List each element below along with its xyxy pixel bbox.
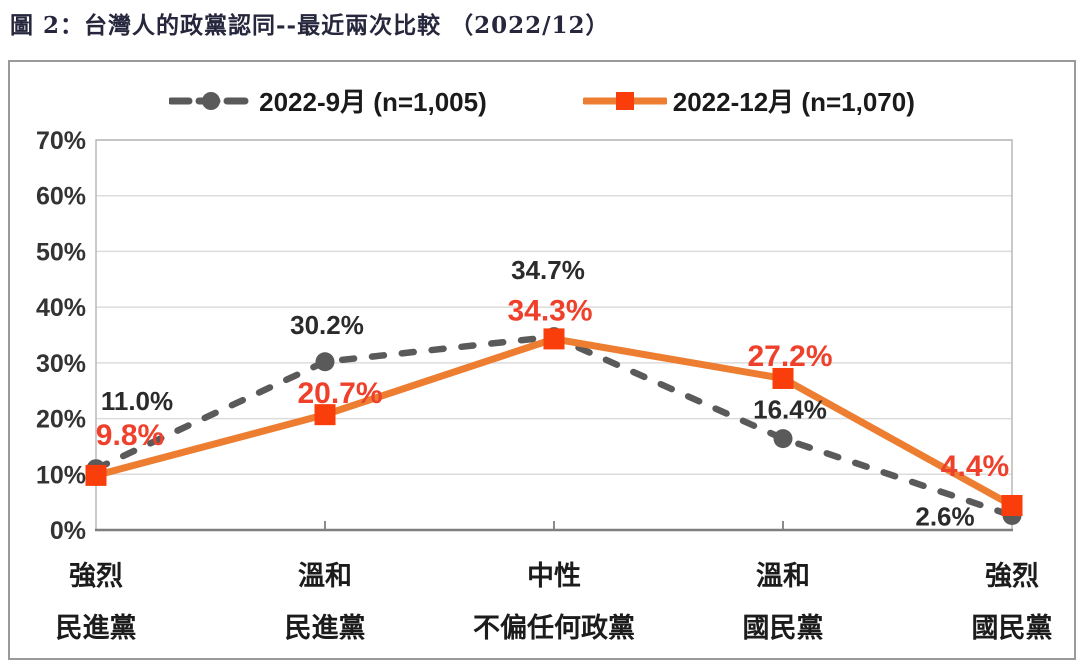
marker-square xyxy=(1001,494,1023,516)
data-label: 30.2% xyxy=(290,310,364,340)
legend-label-2022-09: 2022-9月 (n=1,005) xyxy=(259,87,487,117)
series-line-1 xyxy=(92,335,1016,509)
line-chart: 0% 10% 20% 30% 40% 50% 60% 70% 11.0% 30.2% 34.7% 16… xyxy=(36,127,1053,643)
x-category-label: 民進黨 xyxy=(285,613,366,643)
marker-square xyxy=(543,328,565,350)
marker-circle xyxy=(773,429,793,449)
y-tick-label: 70% xyxy=(36,127,86,155)
data-label: 27.2% xyxy=(747,340,832,373)
x-category-label: 不偏任何政黨 xyxy=(473,613,635,643)
x-category-label: 國民黨 xyxy=(743,613,824,643)
x-category-label: 溫和 xyxy=(756,561,810,591)
data-label: 2.6% xyxy=(915,502,974,532)
y-tick-label: 40% xyxy=(36,294,86,322)
data-label: 34.7% xyxy=(511,255,585,285)
legend-item-2022-12: 2022-12月 (n=1,070) xyxy=(581,82,915,119)
marker-square xyxy=(85,464,107,486)
x-category-label: 強烈 xyxy=(985,561,1039,591)
legend-item-2022-09: 2022-9月 (n=1,005) xyxy=(167,82,487,119)
y-tick-label: 20% xyxy=(36,406,86,434)
data-label: 9.8% xyxy=(96,419,164,452)
legend-marker-2022-12-icon xyxy=(581,89,669,113)
data-label: 34.3% xyxy=(507,294,592,327)
y-tick-label: 0% xyxy=(50,517,86,545)
data-label: 11.0% xyxy=(101,386,173,416)
marker-circle xyxy=(315,352,335,372)
y-tick-label: 10% xyxy=(36,461,86,489)
legend-label-2022-12: 2022-12月 (n=1,070) xyxy=(672,87,915,117)
x-category-label: 民進黨 xyxy=(56,613,137,643)
y-tick-label: 60% xyxy=(36,183,86,211)
y-tick-label: 30% xyxy=(36,350,86,378)
y-tick-label: 50% xyxy=(36,238,86,266)
data-label: 16.4% xyxy=(753,395,827,425)
data-label: 4.4% xyxy=(941,450,1009,483)
marker-square xyxy=(314,404,336,426)
marker-square xyxy=(772,367,794,389)
x-category-label: 強烈 xyxy=(69,561,123,591)
x-category-label: 國民黨 xyxy=(972,613,1053,643)
x-category-label: 溫和 xyxy=(298,561,352,591)
x-category-label: 中性 xyxy=(527,561,581,591)
figure-title: 圖 2：台灣人的政黨認同--最近兩次比較 （2022/12） xyxy=(10,12,610,39)
chart-container: 2022-9月 (n=1,005) 2022-12月 (n=1,070) 0% 1… xyxy=(8,60,1076,660)
data-label: 20.7% xyxy=(297,377,382,410)
legend: 2022-9月 (n=1,005) 2022-12月 (n=1,070) xyxy=(10,82,1074,119)
legend-marker-2022-09-icon xyxy=(167,89,255,113)
